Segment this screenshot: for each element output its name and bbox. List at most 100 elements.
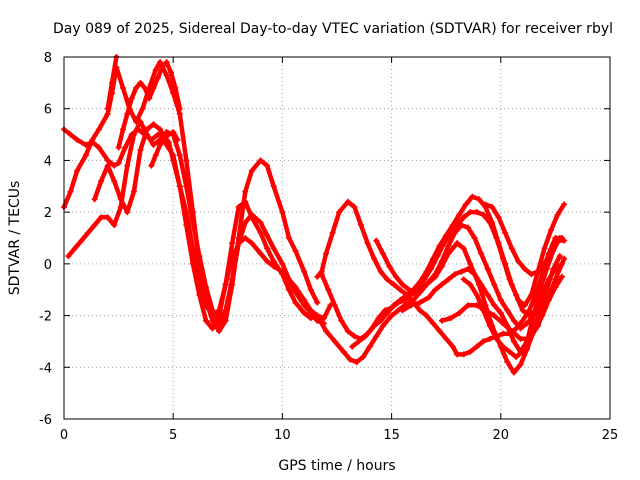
data-point <box>447 315 454 322</box>
data-point <box>493 235 500 241</box>
data-point <box>176 152 183 159</box>
data-point <box>115 144 122 151</box>
data-point <box>373 333 380 340</box>
data-point <box>561 255 568 262</box>
data-point <box>355 338 362 345</box>
data-point <box>386 263 393 270</box>
data-point <box>552 276 559 283</box>
data-point <box>392 273 399 280</box>
data-series-group <box>61 54 568 376</box>
y-tick-label: 6 <box>44 103 52 118</box>
data-point <box>469 193 476 200</box>
data-point <box>189 219 196 226</box>
data-point <box>534 268 541 275</box>
data-point <box>449 343 456 350</box>
data-point <box>257 250 264 257</box>
data-point <box>366 343 373 350</box>
data-point <box>425 294 432 301</box>
data-point <box>67 188 74 195</box>
data-point <box>410 297 417 304</box>
data-point <box>473 291 480 298</box>
data-point <box>443 335 450 342</box>
data-point <box>301 297 308 304</box>
data-point <box>248 211 255 218</box>
data-point <box>85 229 92 236</box>
data-point <box>137 147 144 154</box>
data-point <box>399 281 406 288</box>
data-series-15 <box>148 128 181 169</box>
data-point <box>432 271 439 278</box>
data-point <box>506 276 513 283</box>
data-point <box>493 335 500 342</box>
data-point <box>491 302 498 309</box>
data-point <box>541 245 548 252</box>
data-point <box>119 126 126 133</box>
data-point <box>152 152 159 159</box>
data-point <box>148 162 155 169</box>
series-trace <box>374 222 543 331</box>
data-point <box>122 144 129 151</box>
data-point <box>104 110 111 117</box>
data-point <box>163 59 170 66</box>
data-point <box>517 361 524 368</box>
data-point <box>545 297 552 304</box>
data-point <box>362 333 369 340</box>
data-point <box>390 281 397 288</box>
data-point <box>95 126 102 133</box>
data-point <box>454 351 461 358</box>
data-point <box>104 214 111 221</box>
data-point <box>353 359 360 366</box>
data-point <box>519 348 526 355</box>
data-point <box>242 219 249 226</box>
data-point <box>270 245 277 252</box>
data-point <box>401 297 408 304</box>
data-point <box>242 235 249 241</box>
data-point <box>157 141 164 148</box>
data-point <box>412 289 419 296</box>
data-point <box>548 227 555 234</box>
axis-ticks: 0 5 10 15 20 25 -6 -4 -2 0 2 4 6 8 <box>39 51 618 443</box>
data-point <box>124 162 131 169</box>
data-point <box>510 317 517 324</box>
data-point <box>189 245 196 252</box>
data-point <box>432 286 439 293</box>
data-point <box>285 235 292 241</box>
data-point <box>460 276 467 283</box>
data-series-8 <box>349 209 565 350</box>
data-point <box>478 250 485 257</box>
data-point <box>176 183 183 190</box>
data-point <box>89 136 96 143</box>
data-point <box>454 240 461 247</box>
data-point <box>510 369 517 376</box>
data-point <box>65 253 72 260</box>
data-point <box>416 307 423 314</box>
data-point <box>416 299 423 306</box>
data-point <box>506 348 513 355</box>
data-point <box>395 299 402 306</box>
data-point <box>248 167 255 174</box>
data-point <box>196 281 203 288</box>
data-point <box>74 136 81 143</box>
data-point <box>421 276 428 283</box>
data-point <box>545 276 552 283</box>
data-point <box>467 209 474 216</box>
data-point <box>209 312 216 319</box>
data-point <box>150 121 157 128</box>
data-point <box>497 309 504 316</box>
data-point <box>264 162 271 169</box>
data-point <box>137 79 144 86</box>
data-point <box>473 343 480 350</box>
data-point <box>172 85 179 92</box>
data-point <box>504 359 511 366</box>
data-point <box>117 196 124 203</box>
data-point <box>489 203 496 210</box>
data-point <box>371 255 378 262</box>
data-point <box>161 134 168 141</box>
data-point <box>318 271 325 278</box>
y-tick-label: 8 <box>44 51 52 66</box>
y-tick-label: 0 <box>44 258 52 273</box>
data-point <box>202 317 209 324</box>
data-point <box>285 286 292 293</box>
data-point <box>279 209 286 216</box>
